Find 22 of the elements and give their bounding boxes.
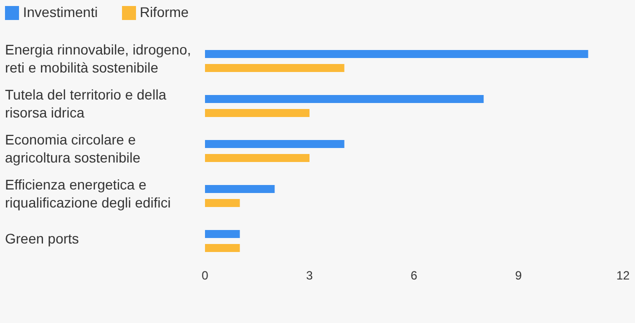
bar: [205, 199, 240, 207]
y-tick-label: Efficienza energetica e riqualificazione degli edifici: [5, 176, 171, 210]
bar: [205, 185, 275, 193]
bar: [205, 140, 344, 148]
x-tick-label: 3: [306, 268, 314, 283]
legend-label: Investimenti: [23, 4, 98, 20]
bar: [205, 64, 344, 72]
bar: [205, 50, 588, 58]
y-tick-label: Economia circolare e agricoltura sostenibile: [5, 132, 141, 166]
bar: [205, 230, 240, 238]
x-tick-label: 0: [202, 268, 209, 283]
x-tick-label: 12: [616, 268, 630, 283]
y-tick-label: Green ports: [5, 230, 79, 246]
bar: [205, 109, 310, 117]
y-tick-label: Tutela del territorio e della risorsa idrica: [5, 86, 167, 120]
legend-label: Riforme: [140, 4, 189, 20]
bar: [205, 154, 310, 162]
bar: [205, 95, 484, 103]
bar: [205, 244, 240, 252]
x-tick-label: 9: [515, 268, 522, 283]
x-tick-label: 6: [410, 268, 418, 283]
y-tick-label: Energia rinnovabile, idrogeno, reti e mobilità sostenibile: [5, 42, 192, 76]
